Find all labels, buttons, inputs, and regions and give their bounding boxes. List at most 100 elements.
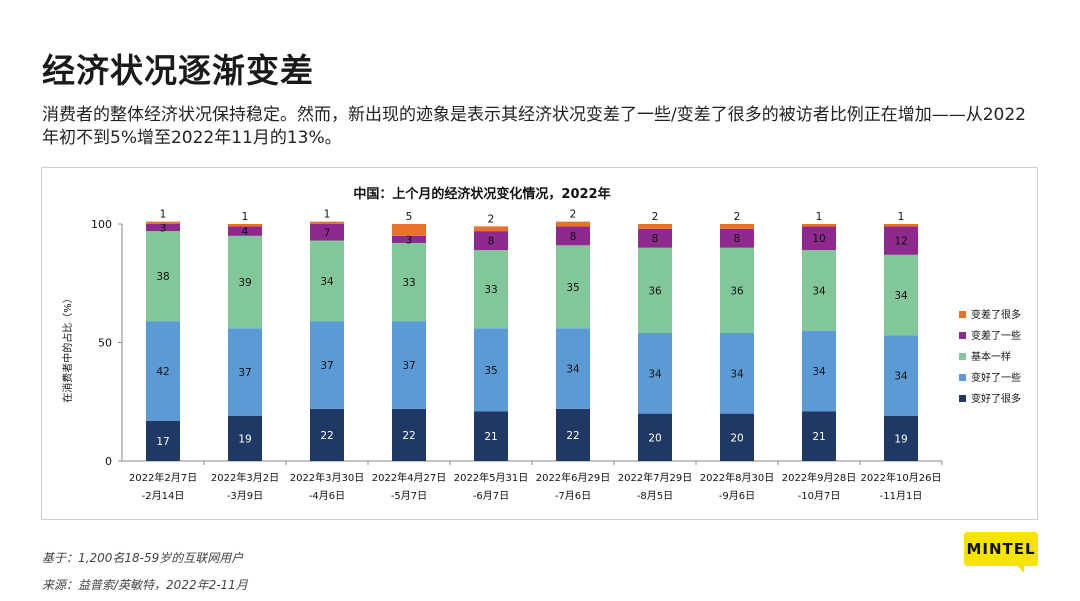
bar-segment [310,321,344,409]
data-label: 8 [734,233,741,245]
data-label: 3 [160,223,167,235]
data-label: 34 [894,371,908,383]
data-label: 8 [570,231,577,243]
bar-segment [720,228,754,248]
bar-segment [228,415,262,461]
data-label: 37 [238,367,251,379]
data-label: 1 [160,209,167,221]
x-tick-label: 2022年2月7日 [129,471,197,484]
legend-label: 变差了很多 [971,308,1021,321]
bar-segment [228,328,262,416]
data-label: 1 [324,209,331,221]
bar-segment [802,226,836,251]
data-label: 12 [894,236,907,248]
data-label: 34 [812,366,826,378]
x-tick-label: 2022年3月30日 [290,471,365,484]
x-tick-label: -2月14日 [142,490,185,502]
x-tick-label: -11月1日 [880,490,923,502]
chart-panel: 中国：上个月的经济状况变化情况，2022年 在消费者中的占比（%） 0 50 100… [41,167,1038,520]
bar-segment [720,224,754,229]
x-tick-label: 2022年5月31日 [454,471,529,484]
legend-label: 变好了一些 [971,371,1021,384]
legend-label: 变好了很多 [971,392,1021,405]
bar-segment [146,321,180,421]
data-label: 17 [156,436,169,448]
base-note: 基于：1,200名18-59岁的互联网用户 [42,551,244,565]
bar-segment [884,415,918,461]
y-tick-label: 0 [105,455,112,468]
data-label: 21 [812,431,825,443]
data-label: 1 [898,211,905,223]
data-label: 22 [320,430,333,442]
x-tick-label: 2022年10月26日 [861,471,942,484]
bar-segment [638,228,672,248]
data-label: 35 [484,365,497,377]
data-label: 42 [156,366,169,378]
data-label: 2 [570,209,577,221]
x-tick-label: 2022年9月28日 [782,471,857,484]
bar-segment [720,333,754,414]
data-label: 33 [484,284,497,296]
legend-swatch [959,311,966,318]
bar-segment [392,224,426,236]
page-subtitle: 消费者的整体经济状况保持稳定。然而，新出现的迹象是表示其经济状况变差了一些/变差… [42,105,1026,148]
data-label: 22 [566,430,579,442]
bar-segment [802,250,836,331]
bar-segment [310,221,344,224]
bar-segment [556,221,590,227]
data-label: 2 [734,211,741,223]
x-tick-label: -5月7日 [391,490,427,502]
source-note: 来源：益普索/英敏特，2022年2-11月 [42,578,248,592]
legend-label: 基本一样 [971,350,1011,363]
bar-segment [638,247,672,334]
legend-swatch [959,374,966,381]
x-tick-label: 2022年3月2日 [211,471,279,484]
page-title: 经济状况逐渐变差 [42,51,314,90]
data-label: 37 [320,360,333,372]
data-label: 21 [484,431,497,443]
bar-segment [310,240,344,322]
y-axis-label: 在消费者中的占比（%） [61,293,74,403]
data-label: 19 [238,433,251,445]
y-tick-label: 50 [98,337,112,350]
bar-segment [474,411,508,461]
data-label: 36 [730,285,744,297]
bar-segment [392,408,426,461]
bar-segment [884,335,918,416]
data-label: 8 [652,233,659,245]
bar-segment [474,250,508,329]
x-tick-label: 2022年6月29日 [536,471,611,484]
data-label: 1 [242,211,249,223]
bar-segment [802,330,836,412]
bar-segment [228,226,262,236]
bar-segment [392,242,426,322]
x-tick-label: -3月9日 [227,490,263,502]
data-label: 35 [566,282,579,294]
bar-segment [392,235,426,243]
legend-swatch [959,353,966,360]
bar-segment [310,408,344,461]
data-label: 38 [156,271,169,283]
data-label: 1 [816,211,823,223]
bar-segment [146,221,180,224]
data-label: 37 [402,360,415,372]
bar-segment [556,226,590,246]
data-label: 34 [894,290,908,302]
bar-segment [474,328,508,412]
chart-title: 中国：上个月的经济状况变化情况，2022年 [353,186,610,202]
x-tick-label: -8月5日 [637,490,673,502]
data-label: 7 [324,227,331,239]
data-label: 20 [730,432,743,444]
bar-segment [146,224,180,232]
bar-segment [884,226,918,255]
bar-segment [474,231,508,251]
legend-swatch [959,332,966,339]
bar-segment [310,224,344,241]
data-label: 33 [402,277,415,289]
bar-segment [556,328,590,409]
data-label: 4 [242,226,249,238]
data-label: 5 [406,211,413,223]
bar-segment [556,408,590,461]
data-label: 2 [652,211,659,223]
x-tick-label: -6月7日 [473,490,509,502]
